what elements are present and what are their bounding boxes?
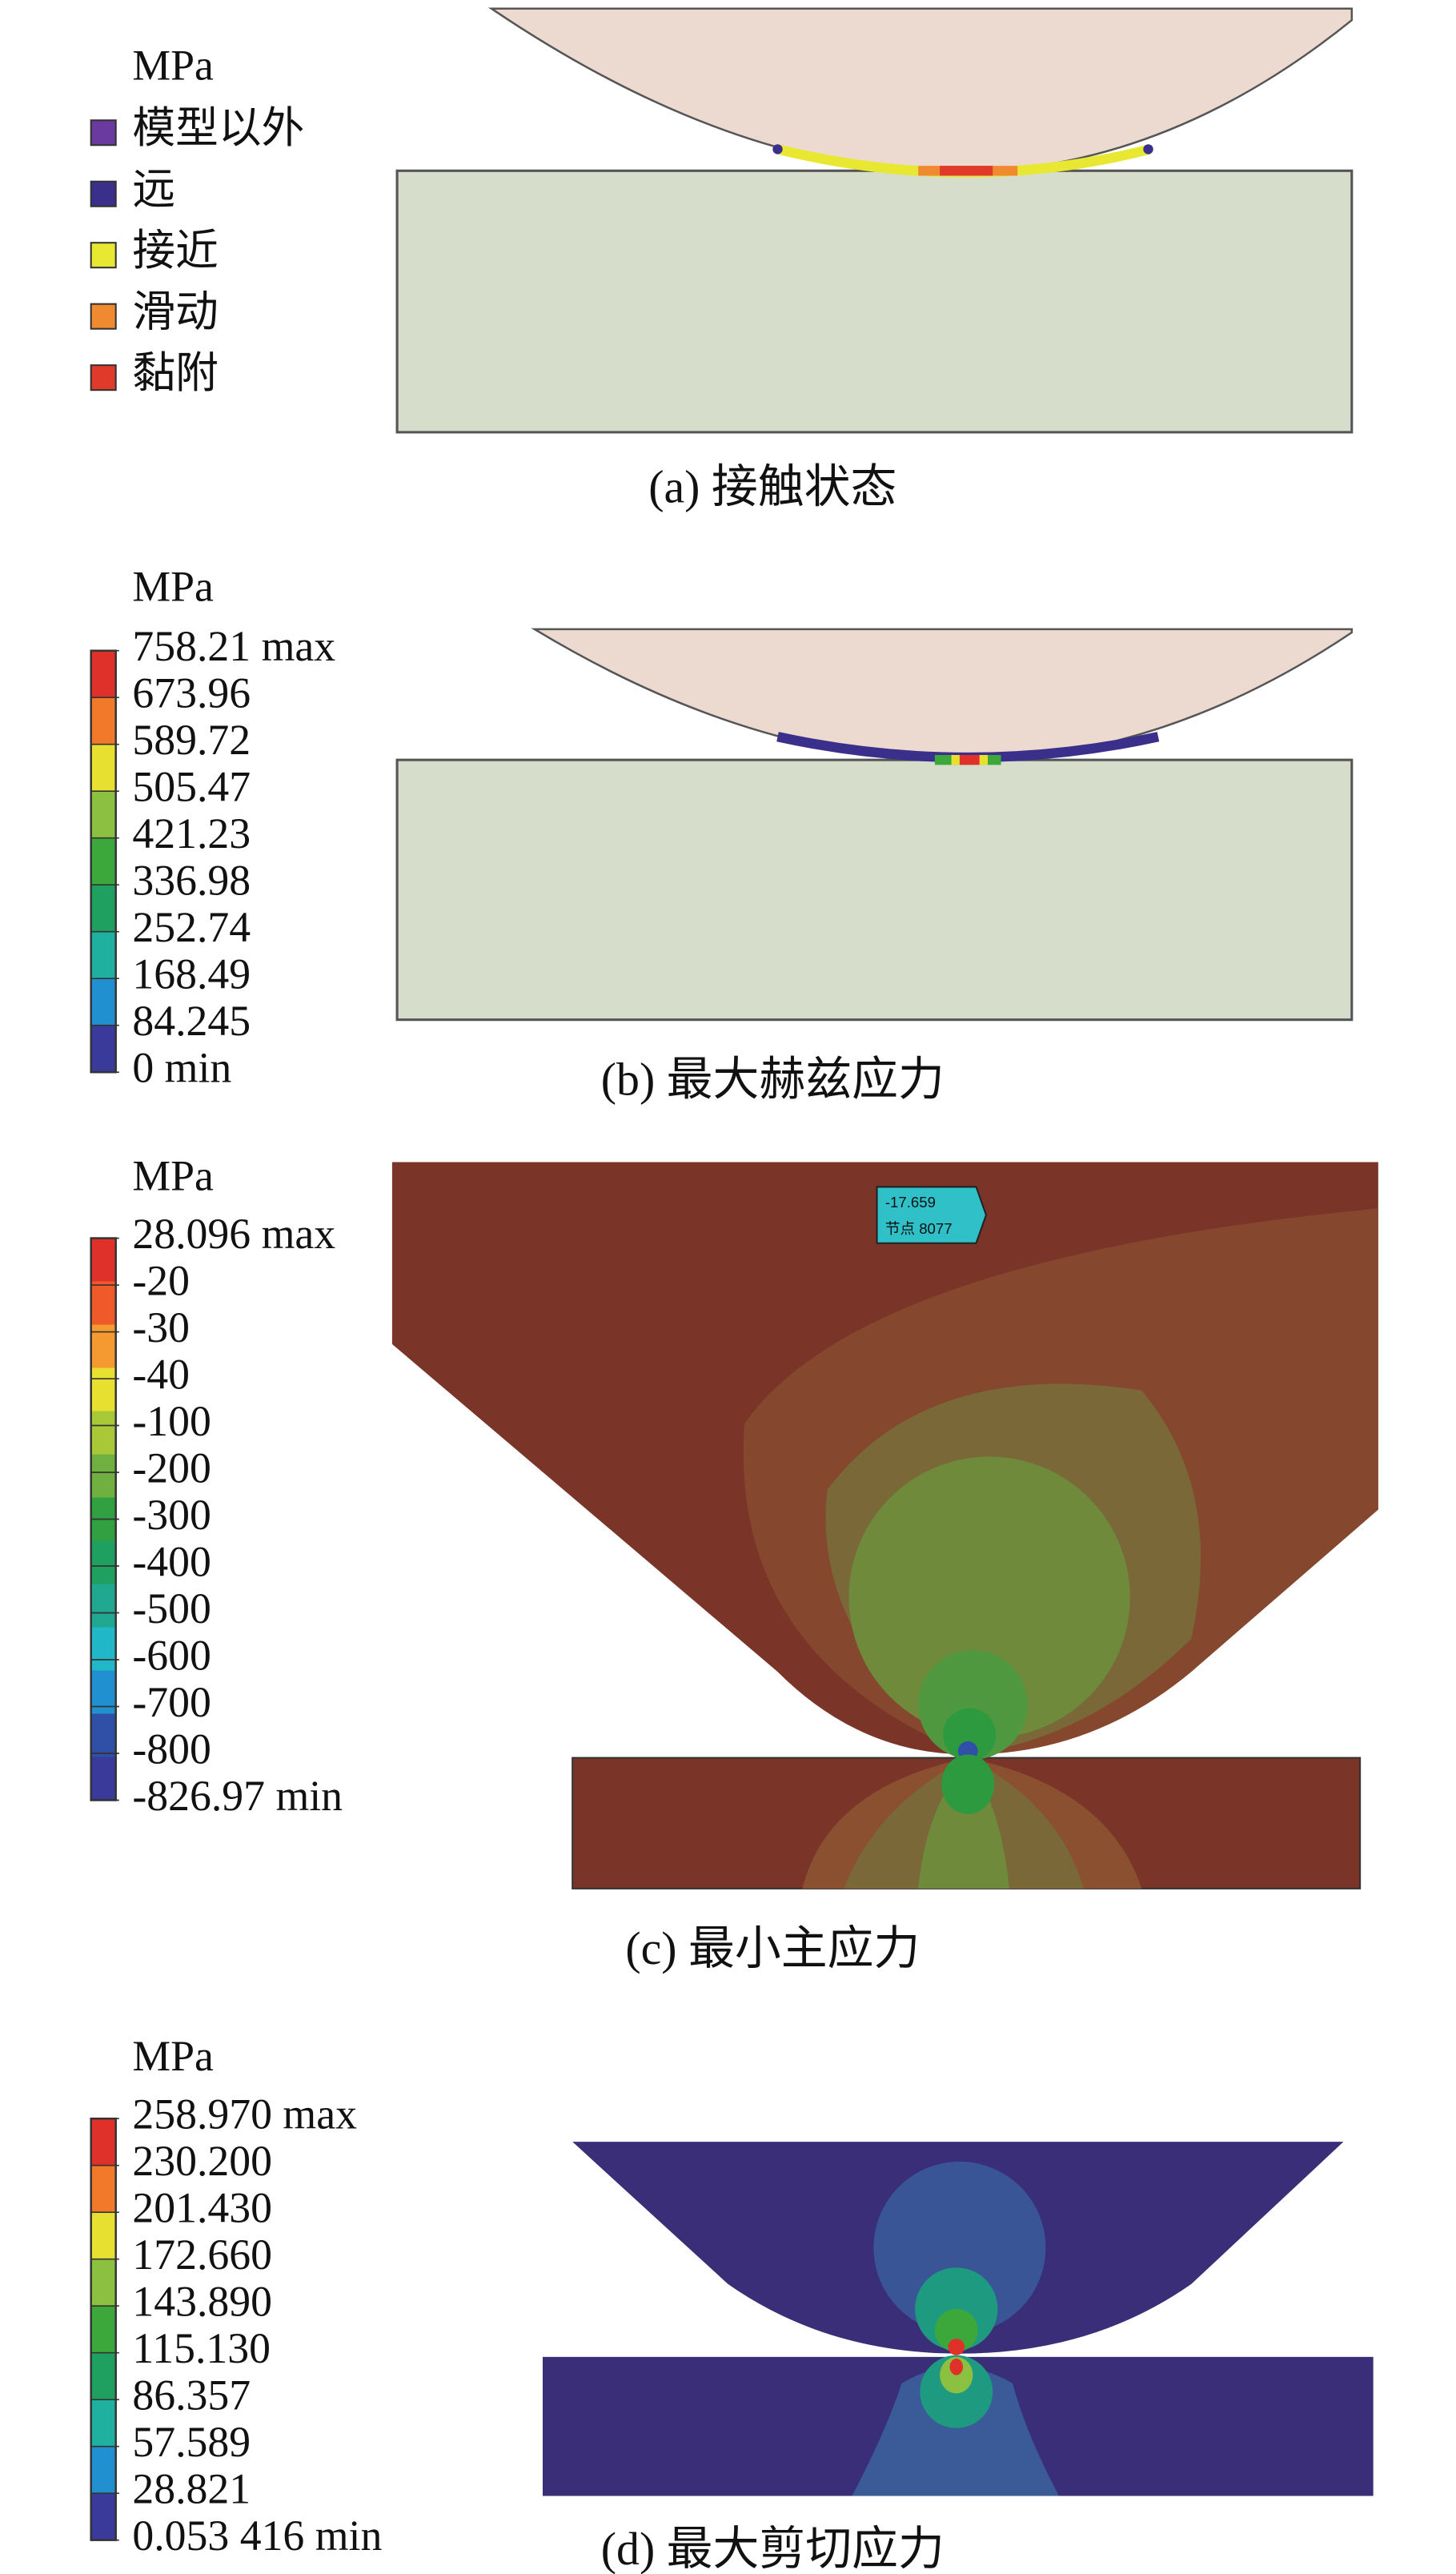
color-band — [90, 1713, 116, 1758]
legend-swatch — [90, 180, 117, 207]
color-band — [90, 2212, 116, 2260]
scale-label: 0 min — [132, 1044, 231, 1092]
scale-label: -20 — [132, 1256, 190, 1304]
color-band — [90, 697, 116, 745]
color-band — [90, 1757, 116, 1801]
scale-label: 57.589 — [132, 2418, 251, 2466]
color-band — [90, 2399, 116, 2448]
scale-label: 86.357 — [132, 2371, 251, 2419]
scale-label: 505.47 — [132, 763, 251, 811]
color-band — [90, 791, 116, 839]
scale-label: -800 — [132, 1725, 211, 1773]
hertz-stress-model — [395, 628, 1354, 1022]
color-band — [90, 1627, 116, 1672]
color-band — [90, 650, 116, 698]
scale-label: 168.49 — [132, 950, 251, 998]
color-band — [90, 2259, 116, 2307]
legend-label: 模型以外 — [132, 104, 304, 152]
scale-label: 0.053 416 min — [132, 2512, 382, 2560]
scale-label: 258.970 max — [132, 2090, 357, 2138]
scale-label: 28.096 max — [132, 1210, 335, 1258]
color-band — [90, 885, 116, 933]
color-band — [90, 2165, 116, 2213]
legend-label: 远 — [132, 166, 175, 214]
probe-node: 节点 8077 — [885, 1220, 953, 1237]
scale-label: -100 — [132, 1397, 211, 1445]
color-band — [90, 931, 116, 979]
unit-label: MPa — [132, 1152, 214, 1200]
scale-label: 115.130 — [132, 2324, 271, 2372]
caption: (c) 最小主应力 — [625, 1922, 920, 1974]
caption: (a) 接触状态 — [648, 461, 896, 513]
max-shear-stress-model — [542, 2142, 1374, 2496]
scale-label: -40 — [132, 1350, 190, 1398]
color-band — [90, 1281, 116, 1326]
scale-label: 589.72 — [132, 716, 251, 764]
caption: (b) 最大赫兹应力 — [601, 1054, 945, 1106]
scale-label: -500 — [132, 1584, 211, 1632]
legend-swatch — [90, 119, 117, 147]
color-band — [90, 2446, 116, 2494]
contact-status-model — [395, 7, 1354, 434]
scale-label: 336.98 — [132, 857, 251, 905]
scale-label: 28.821 — [132, 2464, 251, 2512]
color-band — [90, 1670, 116, 1715]
color-band — [90, 2118, 116, 2166]
scale-label: -200 — [132, 1444, 211, 1492]
color-band — [90, 1584, 116, 1628]
scale-label: -300 — [132, 1491, 211, 1539]
legend-label: 黏附 — [132, 349, 218, 397]
scale-label: 84.245 — [132, 997, 251, 1045]
legend-swatch — [90, 364, 117, 392]
color-band — [90, 837, 116, 885]
scale-label: -30 — [132, 1303, 190, 1351]
legend-swatch — [90, 242, 117, 269]
scale-label: -700 — [132, 1678, 211, 1726]
scale-label: 143.890 — [132, 2278, 272, 2326]
legend-swatch — [90, 303, 117, 330]
color-band — [90, 1367, 116, 1412]
unit-label: MPa — [132, 42, 214, 90]
scale-label: 758.21 max — [132, 622, 335, 670]
scale-label: 673.96 — [132, 669, 251, 717]
color-band — [90, 1540, 116, 1585]
color-band — [90, 1025, 116, 1073]
probe-value: -17.659 — [885, 1194, 936, 1211]
scale-label: 421.23 — [132, 809, 251, 857]
scale-label: 201.430 — [132, 2184, 272, 2232]
legend-label: 接近 — [132, 227, 218, 275]
scale-label: -400 — [132, 1537, 211, 1585]
color-band — [90, 1454, 116, 1499]
unit-label: MPa — [132, 2032, 214, 2080]
scale-label: -600 — [132, 1631, 211, 1679]
color-band — [90, 2306, 116, 2354]
scale-label: 252.74 — [132, 903, 251, 951]
color-band — [90, 978, 116, 1026]
legend-label: 滑动 — [132, 288, 218, 336]
color-band — [90, 1411, 116, 1456]
scale-label: 230.200 — [132, 2137, 272, 2185]
color-band — [90, 2493, 116, 2541]
unit-label: MPa — [132, 563, 214, 611]
color-band — [90, 744, 116, 792]
color-band — [90, 2352, 116, 2400]
scale-label: -826.97 min — [132, 1772, 343, 1820]
color-band — [90, 1238, 116, 1283]
caption: (d) 最大剪切应力 — [601, 2523, 945, 2574]
scale-label: 172.660 — [132, 2231, 272, 2279]
min-principal-stress-model: -17.659 节点 8077 — [391, 1162, 1378, 1889]
